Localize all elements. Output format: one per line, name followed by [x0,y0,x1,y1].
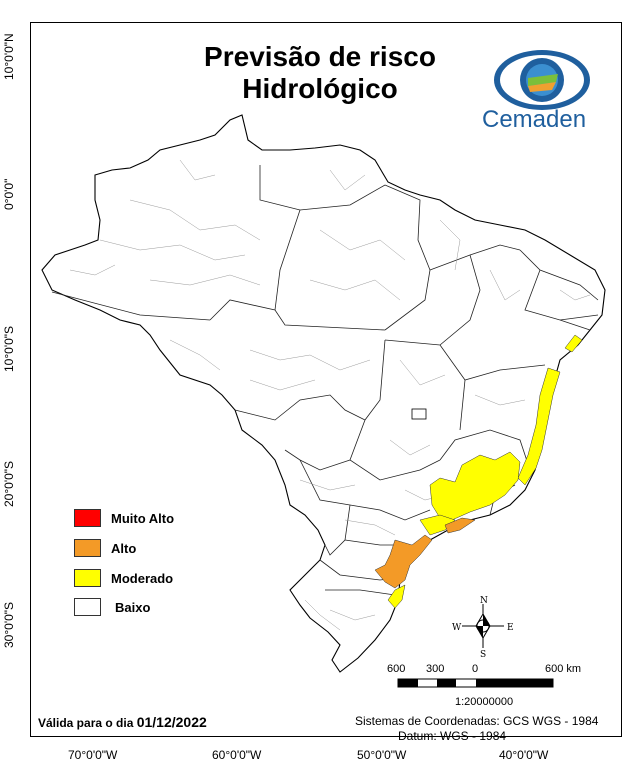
lon-tick-70w: 70°0'0"W [68,748,118,762]
lon-tick-40w: 40°0'0"W [499,748,549,762]
lon-tick-50w: 50°0'0"W [357,748,407,762]
legend-swatch [74,509,101,527]
scale-label-600-left: 600 [387,663,405,675]
scale-label-600km: 600 km [545,663,581,675]
lat-tick-0: 0°0'0" [2,178,16,210]
scale-label-0: 0 [472,663,478,675]
compass-south: S [480,650,486,660]
legend-swatch [74,598,101,616]
compass-west: W [452,623,462,633]
scale-bar: 600 300 0 600 km 1:20000000 [387,663,581,708]
legend-label: Muito Alto [111,510,175,526]
compass-rose: N S E W [452,596,514,660]
lat-tick-30s: 30°0'0"S [2,601,16,648]
legend-label: Baixo [115,599,151,615]
internal-boundaries [69,159,591,631]
scale-ratio: 1:20000000 [455,696,513,708]
compass-east: E [507,623,514,633]
state-borders [51,165,599,596]
map-title-line2: Hidrológico [242,73,398,104]
legend-item-muito-alto: Muito Alto [74,508,174,528]
brazil-outline [41,114,606,673]
lat-tick-10s: 10°0'0"S [2,325,16,372]
legend-item-baixo: Baixo [74,597,150,617]
lat-tick-10n: 10°0'0"N [2,33,16,80]
legend-item-moderado: Moderado [74,568,173,588]
legend-item-alto: Alto [74,538,136,558]
federal-district [411,408,427,420]
cemaden-logo: Cemaden [482,50,590,133]
legend-swatch [74,569,101,587]
validity-text: Válida para o dia 01/12/2022 [38,714,207,730]
logo-text: Cemaden [482,106,586,133]
coord-system-text: Sistemas de Coordenadas: GCS WGS - 1984 [355,714,599,728]
legend-label: Moderado [111,570,174,586]
datum-text: Datum: WGS - 1984 [398,729,507,743]
map-title-line1: Previsão de risco [204,41,436,72]
lon-tick-60w: 60°0'0"W [212,748,262,762]
risk-moderado-areas [387,334,583,609]
legend-label: Alto [111,540,137,556]
legend-swatch [74,539,101,557]
risk-alto-areas [374,517,476,589]
scale-label-300: 300 [426,663,444,675]
compass-north: N [480,596,488,606]
lat-tick-20s: 20°0'0"S [2,460,16,507]
validity-date: 01/12/2022 [136,714,207,730]
validity-label: Válida para o dia [38,716,134,730]
